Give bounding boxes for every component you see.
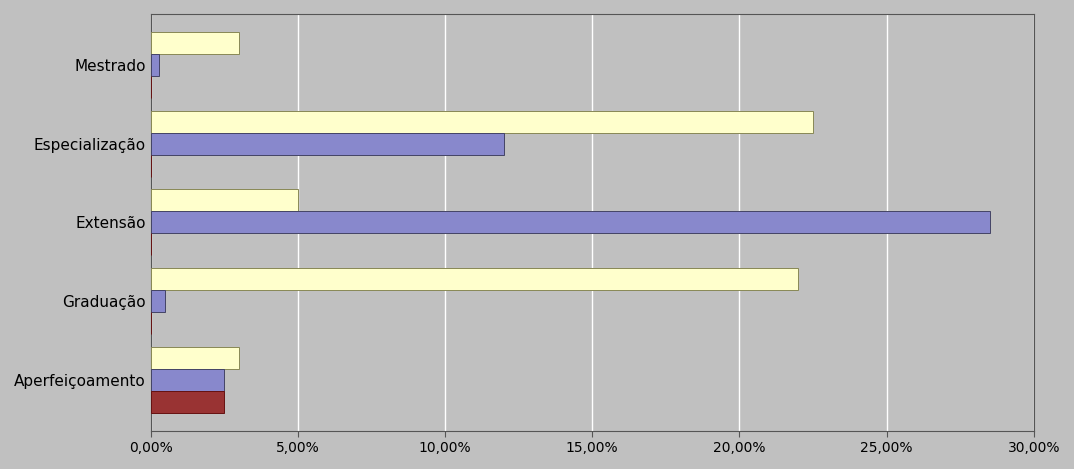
- Bar: [150, 211, 990, 233]
- Bar: [150, 268, 798, 290]
- Bar: [150, 391, 224, 413]
- Bar: [150, 189, 297, 211]
- Bar: [150, 347, 238, 369]
- Bar: [150, 54, 159, 76]
- Bar: [150, 32, 238, 54]
- Bar: [150, 133, 504, 155]
- Bar: [150, 111, 813, 133]
- Bar: [150, 369, 224, 391]
- Bar: [150, 290, 165, 312]
